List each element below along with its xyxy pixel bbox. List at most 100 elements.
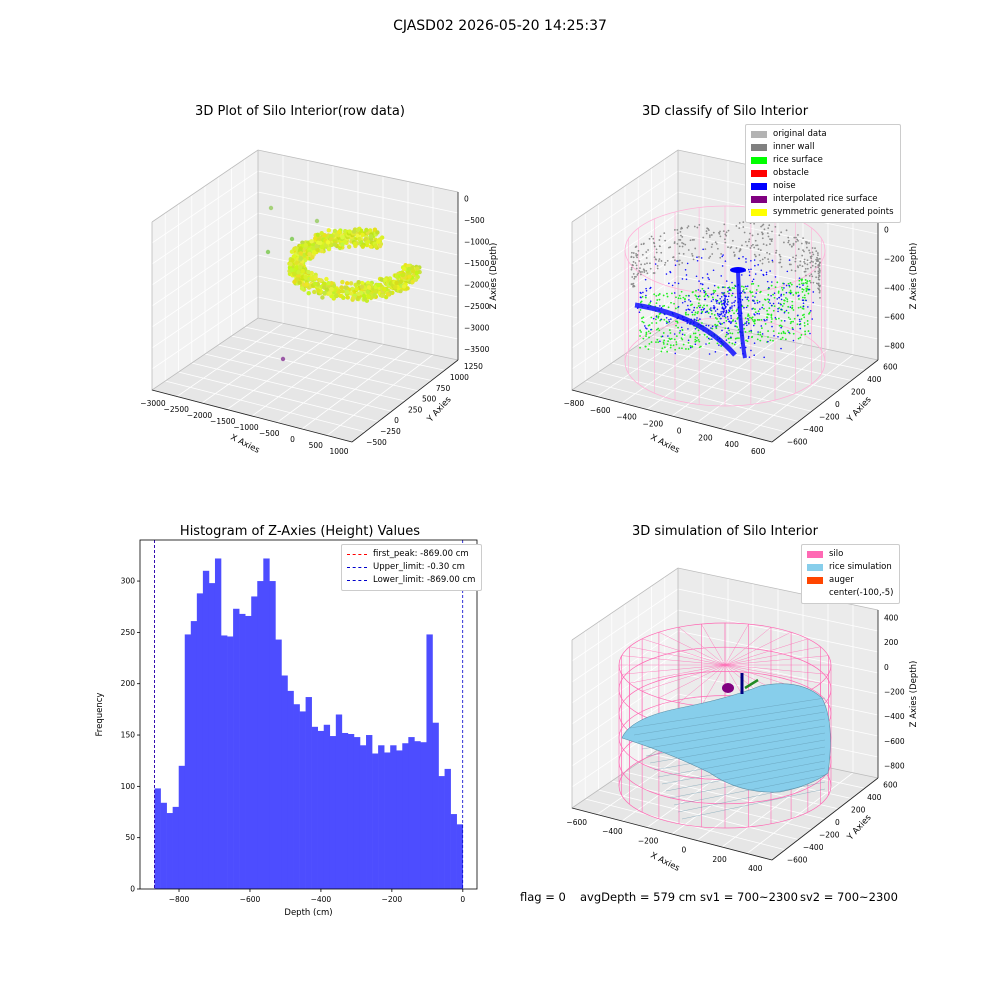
outlier-point [265,249,271,255]
noise-point [760,269,763,272]
rice-point [733,287,736,290]
rice-point [729,332,732,335]
rice-point [759,331,762,334]
rice-point [803,296,806,299]
wall-point [631,276,634,278]
wall-point [810,273,813,276]
rice-point [644,296,647,299]
noise-point [668,318,670,321]
noise-point [700,257,703,259]
rice-point [703,304,705,307]
legend-item-first-peak: first_peak: -869.00 cm [347,548,475,561]
noise-point [642,291,644,294]
histogram-bar [390,745,397,889]
rice-point [706,304,709,307]
noise-point [644,327,647,329]
noise-point [729,308,732,310]
wall-point [682,253,685,255]
noise-point [721,329,723,332]
z-tick-label: 400 [884,613,899,622]
noise-point [723,303,726,305]
rice-point [791,304,794,307]
noise-point [731,292,734,295]
rice-point [747,313,750,316]
noise-point [726,303,728,305]
wall-point [794,270,797,272]
noise-point [718,302,721,305]
noise-point [747,337,750,339]
wall-point [637,272,640,275]
histogram-bar [317,730,325,889]
panel4-title: 3D simulation of Silo Interior [632,524,818,539]
noise-point [687,308,690,311]
panel1-3d-scatter: −3000−2500−2000−1500−1000−50005001000−50… [140,149,499,456]
rice-point [685,313,687,316]
rice-point [778,324,781,327]
noise-point [785,291,788,294]
y-tick-label: 300 [121,577,136,586]
data-point [359,284,365,290]
wall-point [682,242,685,245]
noise-point [774,276,777,278]
rice-point [781,288,784,291]
silo-spoke [621,664,726,675]
wall-point [761,258,764,261]
rice-point [698,340,701,343]
rice-point [744,317,747,320]
rice-point [656,328,658,331]
histogram-bar [402,743,409,889]
rice-point [647,348,650,351]
wall-point [630,268,633,271]
wall-point [689,239,692,242]
legend-label: interpolated rice surface [773,194,878,204]
data-point [291,254,297,259]
wall-point [812,253,815,256]
wall-point [657,260,660,262]
histogram-bar [372,753,379,889]
rice-point [804,330,806,333]
noise-point [750,268,752,271]
legend-label: obstacle [773,168,809,178]
wall-point [758,254,761,256]
wall-point [658,245,661,248]
rice-point [789,291,792,294]
legend-label: original data [773,129,827,139]
gridlines [571,573,879,854]
mesh-line [669,767,826,799]
noise-point [812,291,815,293]
noise-point [744,285,747,288]
data-point [413,277,419,282]
wall-point [766,232,769,235]
rice-point [753,322,756,325]
outlier-point [314,218,320,224]
panel2-title: 3D classify of Silo Interior [641,104,809,119]
data-point [353,282,358,288]
mesh-line [665,760,826,792]
rice-point [657,341,660,344]
rice-point [708,342,711,345]
rice-point [673,338,676,341]
noise-point [727,318,729,320]
rice-point [789,289,792,292]
legend-item-rice-simulation: rice simulation [807,561,893,574]
wall-point [817,254,819,256]
noise-point [707,276,709,279]
wall-point [635,252,637,255]
noise-point [747,317,749,320]
rice-point [767,336,769,338]
panel4-3d-simulation: −600−400−2000200400−600−400−200020040060… [566,567,919,874]
silo-spoke [642,664,726,692]
noise-point [711,325,714,328]
data-point [306,269,311,275]
rice-point [691,313,694,316]
rice-point [772,293,774,296]
y-tick-label: 200 [851,388,866,397]
noise-point [748,271,751,273]
floor-grid [251,338,359,417]
swatch [751,209,767,216]
data-point [346,244,352,249]
histogram-bar [347,734,355,889]
noise-point [724,260,727,262]
rice-point [666,295,669,298]
y-tick-label: 200 [121,679,136,688]
